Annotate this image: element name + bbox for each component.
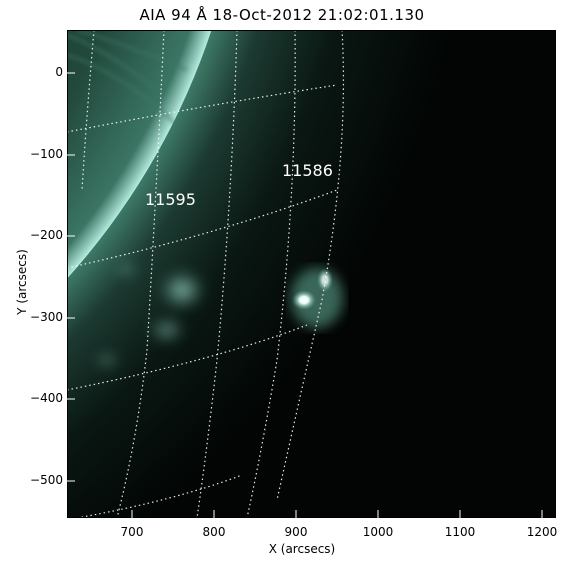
solar-image: 11595 11586 xyxy=(67,30,556,518)
y-tick-label: 0 xyxy=(55,65,63,79)
region-label-11586: 11586 xyxy=(282,161,333,180)
active-region-11586-flare xyxy=(291,268,343,328)
x-tick-label: 700 xyxy=(120,525,144,539)
x-tick-label: 1200 xyxy=(526,525,558,539)
y-tick-label: −400 xyxy=(30,391,63,405)
image-title: AIA 94 Å 18-Oct-2012 21:02:01.130 xyxy=(139,6,425,24)
x-tick-label: 1100 xyxy=(444,525,476,539)
y-tick-label: −500 xyxy=(30,473,63,487)
axis-ticks xyxy=(67,72,543,518)
y-tick-label: −300 xyxy=(30,310,63,324)
x-tick-label: 800 xyxy=(202,525,226,539)
x-tick-label: 900 xyxy=(284,525,308,539)
y-tick-label: −200 xyxy=(30,228,63,242)
x-axis-label: X (arcsecs) xyxy=(268,542,336,556)
coronal-loops xyxy=(67,30,188,127)
plot-frame xyxy=(67,30,556,518)
x-tick-label: 1000 xyxy=(362,525,394,539)
active-region-11595-plage xyxy=(93,260,207,370)
region-label-11595: 11595 xyxy=(145,190,196,209)
y-axis-label: Y (arcsecs) xyxy=(15,249,29,315)
y-tick-label: −100 xyxy=(30,147,63,161)
heliographic-grid xyxy=(67,30,345,518)
solar-disk xyxy=(67,30,212,279)
